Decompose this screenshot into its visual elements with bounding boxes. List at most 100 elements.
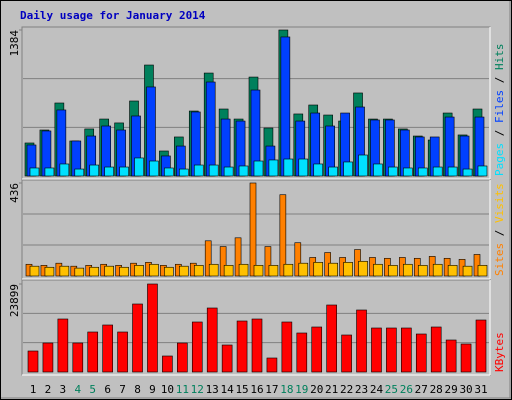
bar <box>164 266 174 277</box>
bar <box>343 161 353 177</box>
bar <box>59 265 70 277</box>
bar <box>386 327 397 373</box>
bar <box>219 246 227 277</box>
bar <box>341 334 352 373</box>
bar <box>283 263 294 277</box>
bar <box>415 333 427 373</box>
x-tick-label: 4 <box>74 383 81 396</box>
bar <box>149 263 159 277</box>
bar <box>223 166 234 177</box>
bar <box>283 158 294 177</box>
y-tick-label: 23899 <box>8 284 21 317</box>
bar <box>89 266 100 277</box>
bar <box>462 265 473 277</box>
bar <box>296 332 308 373</box>
bar <box>104 166 114 177</box>
bar <box>326 304 337 373</box>
x-tick-label: 9 <box>149 383 156 396</box>
bar <box>328 166 338 177</box>
bar <box>294 242 302 277</box>
x-tick-label: 6 <box>104 383 111 396</box>
bar <box>253 160 264 177</box>
bar <box>358 260 368 277</box>
bar <box>238 165 249 177</box>
y-tick-label: 436 <box>8 183 21 203</box>
bar <box>179 168 189 177</box>
legend-entry: Pages <box>493 143 506 176</box>
bar <box>430 326 442 373</box>
bar <box>59 163 70 177</box>
legend-entry: Visits <box>493 183 506 223</box>
bar <box>191 321 203 373</box>
bar <box>373 163 383 177</box>
x-tick-label: 11 <box>176 383 189 396</box>
bar <box>57 318 69 373</box>
bar <box>44 167 55 177</box>
x-tick-label: 14 <box>221 383 235 396</box>
bar <box>147 283 158 373</box>
bar <box>149 160 159 177</box>
bar <box>477 165 488 177</box>
bar <box>432 263 443 277</box>
x-tick-label: 30 <box>459 383 472 396</box>
x-tick-label: 28 <box>430 383 443 396</box>
bar <box>221 344 233 373</box>
bar <box>164 167 174 177</box>
bar <box>72 342 84 373</box>
legend-separator: / <box>493 123 506 143</box>
bar <box>313 163 324 177</box>
bar <box>403 167 413 177</box>
bar <box>74 168 85 177</box>
bar <box>253 265 264 277</box>
x-tick-label: 23 <box>355 383 368 396</box>
bar <box>193 164 204 177</box>
bar <box>205 81 216 177</box>
x-tick-label: 7 <box>119 383 126 396</box>
bar <box>162 355 173 373</box>
bar <box>177 342 188 373</box>
bar <box>179 265 189 277</box>
x-tick-label: 27 <box>415 383 428 396</box>
bar <box>373 263 383 277</box>
bar <box>234 237 242 277</box>
legend-entry: Hits <box>493 44 506 71</box>
x-tick-label: 12 <box>191 383 204 396</box>
x-tick-label: 25 <box>385 383 398 396</box>
bar <box>401 327 412 373</box>
x-tick-label: 15 <box>235 383 248 396</box>
bar <box>132 303 143 373</box>
legend-entry: Sites <box>493 243 506 276</box>
x-tick-label: 26 <box>400 383 413 396</box>
bar <box>204 240 212 277</box>
bar <box>264 246 272 277</box>
bar <box>134 265 144 277</box>
x-tick-label: 10 <box>161 383 174 396</box>
bar <box>298 262 309 277</box>
x-tick-label: 21 <box>325 383 338 396</box>
bar <box>89 164 100 177</box>
bar <box>206 307 218 373</box>
bar <box>251 318 263 373</box>
x-tick-label: 17 <box>265 383 278 396</box>
bar <box>193 265 204 277</box>
legend-separator: / <box>493 70 506 90</box>
bar <box>313 262 324 277</box>
bar <box>134 157 144 177</box>
bar <box>87 331 99 373</box>
x-tick-label: 13 <box>206 383 219 396</box>
bar <box>432 166 443 177</box>
bar <box>236 320 248 373</box>
bar <box>328 262 338 277</box>
x-tick-label: 2 <box>45 383 52 396</box>
x-tick-label: 22 <box>340 383 353 396</box>
bar <box>208 263 219 277</box>
bar <box>268 265 279 277</box>
bar <box>102 324 113 373</box>
bar <box>281 321 293 373</box>
bar <box>462 168 473 177</box>
bar <box>42 342 54 373</box>
x-tick-label: 18 <box>280 383 293 396</box>
x-tick-label: 31 <box>474 383 487 396</box>
x-tick-label: 1 <box>30 383 37 396</box>
x-tick-label: 3 <box>60 383 67 396</box>
